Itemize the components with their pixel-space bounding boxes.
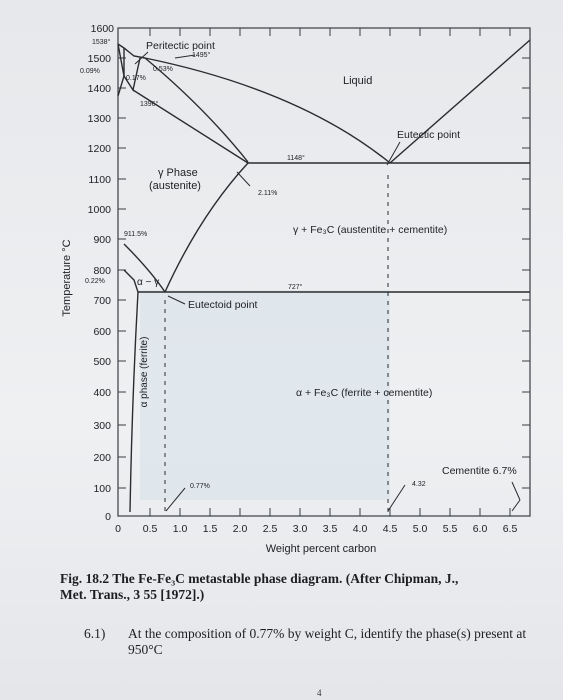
x-ticks-top bbox=[149, 28, 511, 36]
plot-frame bbox=[117, 27, 531, 517]
peritectic-lines bbox=[117, 43, 146, 59]
y-tick: 900 bbox=[93, 234, 111, 246]
solidus bbox=[132, 89, 249, 164]
figure-caption: Fig. 18.2 The Fe-Fe₃C metastable phase d… bbox=[60, 571, 459, 602]
x-tick: 4.0 bbox=[353, 523, 368, 535]
austenite-label: (austenite) bbox=[149, 180, 201, 192]
liquidus-gamma bbox=[144, 57, 249, 163]
a3-line bbox=[123, 243, 166, 293]
delta-gamma-region bbox=[123, 48, 141, 92]
carbon-053: 0.53% bbox=[153, 66, 173, 73]
y-tick: 1000 bbox=[88, 204, 112, 216]
x-axis-label: Weight percent carbon bbox=[266, 543, 376, 555]
temp-1495: 1495° bbox=[192, 51, 211, 59]
phase-diagram: 1600 1500 1400 1300 1200 1100 1000 900 8… bbox=[61, 23, 531, 555]
leader-lines bbox=[134, 51, 521, 512]
y-tick: 300 bbox=[93, 420, 111, 432]
x-tick: 1.5 bbox=[203, 523, 218, 535]
alpha-gamma-label: α − γ bbox=[137, 277, 159, 288]
y-tick: 1100 bbox=[88, 174, 111, 186]
question-text: At the composition of 0.77% by weight C,… bbox=[128, 626, 527, 657]
carbon-211: 2.11% bbox=[258, 190, 277, 197]
temp-9115: 911.5% bbox=[124, 231, 147, 238]
x-tick-labels: 0 0.5 1.0 1.5 2.0 2.5 3.0 3.5 4.0 4.5 5.… bbox=[115, 523, 517, 535]
y-tick: 800 bbox=[93, 265, 111, 277]
peritectic-leader bbox=[134, 51, 149, 65]
alpha-boundary bbox=[123, 269, 139, 293]
eutectic-point-label: Eutectic point bbox=[397, 129, 460, 141]
liquid-label: Liquid bbox=[343, 75, 372, 87]
x-tick: 5.5 bbox=[443, 523, 458, 535]
alpha-cementite-label: α + Fe₃C (ferrite + cementite) bbox=[296, 387, 432, 399]
temp-1396: 1396° bbox=[140, 100, 159, 108]
eutectoid-point-label: Eutectoid point bbox=[188, 299, 258, 311]
cementite-label: Cementite 6.7% bbox=[442, 465, 517, 477]
y-tick: 1600 bbox=[91, 23, 115, 35]
x-tick: 4.5 bbox=[383, 523, 398, 535]
carbon-009: 0.09% bbox=[80, 68, 100, 75]
alpha-ferrite-label: α phase (ferrite) bbox=[139, 337, 150, 408]
light-region bbox=[140, 290, 390, 500]
y-tick: 500 bbox=[93, 356, 111, 368]
temp-1148: 1148° bbox=[287, 154, 305, 162]
eutectoid-leader bbox=[167, 295, 186, 305]
liquidus-right bbox=[144, 57, 391, 164]
question-number: 6.1) bbox=[84, 626, 106, 641]
dashed-lines bbox=[164, 175, 389, 512]
temp-727: 727° bbox=[288, 283, 303, 291]
carbon-077: 0.77% bbox=[190, 483, 210, 490]
y-ticks-left bbox=[118, 27, 126, 489]
y-tick: 1500 bbox=[88, 53, 112, 65]
y-axis-label: Temperature °C bbox=[61, 239, 73, 316]
x-tick: 2.0 bbox=[233, 523, 248, 535]
x-tick: 1.0 bbox=[173, 523, 188, 535]
alpha-solvus bbox=[129, 291, 139, 513]
liquidus-cementite bbox=[389, 39, 531, 164]
peritectic-point-label: Peritectic point bbox=[146, 40, 215, 52]
x-tick: 5.0 bbox=[413, 523, 428, 535]
carbon-022: 0.22% bbox=[85, 278, 105, 285]
acm-line bbox=[164, 162, 249, 293]
y-ticks-right bbox=[522, 57, 530, 489]
phase-boundaries bbox=[117, 39, 531, 513]
gamma-cementite-label: γ + Fe₃C (austentite + cementite) bbox=[293, 224, 447, 236]
x-tick: 6.5 bbox=[503, 523, 518, 535]
y-tick: 700 bbox=[93, 295, 111, 307]
x-ticks-bottom bbox=[149, 508, 511, 516]
x-tick: 6.0 bbox=[473, 523, 488, 535]
y-tick: 200 bbox=[93, 452, 111, 464]
x-tick: 0.5 bbox=[143, 523, 158, 535]
x-tick: 0 bbox=[115, 523, 121, 535]
temp-1538: 1538° bbox=[92, 38, 111, 46]
carbon-432: 4.32 bbox=[412, 481, 426, 488]
y-tick: 1200 bbox=[88, 143, 112, 155]
y-tick: 400 bbox=[93, 387, 111, 399]
y-tick: 1300 bbox=[88, 113, 112, 125]
value-labels: 1538° 1495° 0.09% 0.17% 0.53% 1396° 1148… bbox=[80, 38, 426, 490]
x-tick: 3.0 bbox=[293, 523, 308, 535]
x-tick: 2.5 bbox=[263, 523, 278, 535]
y-tick-labels: 1600 1500 1400 1300 1200 1100 1000 900 8… bbox=[88, 23, 115, 523]
y-tick: 600 bbox=[93, 326, 111, 338]
y-tick: 0 bbox=[105, 511, 111, 523]
y-tick: 100 bbox=[93, 483, 111, 495]
gamma-phase-label: γ Phase bbox=[158, 167, 198, 179]
eutectic-leader bbox=[386, 141, 401, 166]
y-tick: 1400 bbox=[88, 83, 112, 95]
x-tick: 3.5 bbox=[323, 523, 338, 535]
page-number: 4 bbox=[317, 688, 322, 698]
carbon-017: 0.17% bbox=[126, 75, 146, 82]
